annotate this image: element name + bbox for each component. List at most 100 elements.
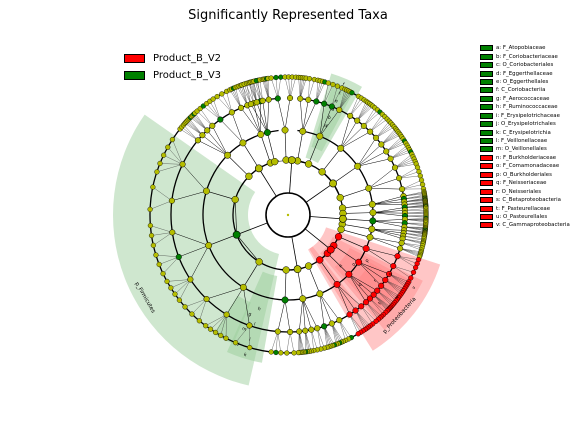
branch bbox=[209, 101, 221, 120]
branch bbox=[361, 306, 377, 322]
family-node bbox=[374, 287, 381, 294]
branch bbox=[403, 194, 425, 200]
family-node bbox=[383, 148, 390, 155]
branch bbox=[184, 298, 207, 308]
branch bbox=[385, 279, 404, 291]
family-node bbox=[352, 307, 359, 314]
family-node bbox=[358, 303, 365, 310]
branch bbox=[171, 190, 207, 201]
branch bbox=[386, 138, 404, 152]
branch bbox=[340, 187, 369, 198]
family-node bbox=[360, 122, 367, 129]
taxa-legend-item: b: F_Coriobacteriaceae bbox=[480, 52, 576, 60]
branch bbox=[260, 134, 271, 163]
branch bbox=[403, 230, 425, 235]
leaf-node bbox=[160, 271, 166, 277]
branch bbox=[400, 248, 420, 256]
branch bbox=[375, 126, 395, 139]
branch bbox=[342, 218, 373, 222]
leaf-node bbox=[157, 160, 163, 167]
leaf-node bbox=[247, 344, 253, 351]
branch bbox=[377, 290, 392, 306]
branch bbox=[394, 154, 413, 168]
branch bbox=[373, 294, 388, 311]
branch bbox=[339, 91, 351, 110]
branch bbox=[221, 93, 233, 113]
branch bbox=[302, 101, 317, 132]
taxa-legend: a: F_Atopobiaceae b: F_Coriobacteriaceae c… bbox=[480, 44, 576, 230]
branch bbox=[338, 236, 367, 249]
branch bbox=[323, 326, 331, 347]
clade-label: p bbox=[365, 258, 371, 263]
branch bbox=[340, 125, 365, 149]
taxa-legend-label: l: F_Veillonellaceae bbox=[496, 138, 548, 145]
taxa-legend-item: v: C_Gammaproteobacteria bbox=[480, 221, 576, 229]
branch bbox=[226, 91, 233, 113]
family-node bbox=[321, 323, 328, 330]
branch bbox=[355, 310, 371, 326]
branch bbox=[319, 293, 340, 321]
family-node bbox=[168, 197, 175, 204]
taxa-legend-swatch bbox=[480, 129, 493, 136]
leaf-node bbox=[168, 285, 174, 291]
branch bbox=[357, 158, 391, 167]
branch bbox=[371, 228, 404, 237]
branch bbox=[252, 81, 261, 102]
taxa-legend-item: s: C_Betaproteobacteria bbox=[480, 196, 576, 204]
branch bbox=[235, 325, 250, 343]
family-node bbox=[399, 186, 406, 193]
branch bbox=[226, 287, 244, 315]
branch bbox=[397, 256, 419, 260]
branch bbox=[336, 284, 356, 311]
taxa-legend-label: r: O_Neisseriales bbox=[496, 188, 542, 195]
branch bbox=[403, 232, 425, 238]
taxa-legend-item: k: C_Erysipelotrichia bbox=[480, 128, 576, 136]
branch bbox=[390, 151, 411, 159]
branch bbox=[188, 119, 203, 136]
taxa-legend-item: q: F_Neisseriaceae bbox=[480, 179, 576, 187]
leaf-node bbox=[164, 278, 170, 285]
branch bbox=[381, 285, 399, 298]
taxa-legend-label: c: O_Coriobacteriales bbox=[496, 62, 554, 69]
class-node bbox=[231, 195, 239, 204]
branch bbox=[319, 103, 325, 137]
branch bbox=[323, 326, 333, 346]
family-node bbox=[199, 132, 206, 139]
branch bbox=[289, 77, 296, 99]
branch bbox=[404, 219, 426, 223]
branch bbox=[248, 82, 257, 103]
branch bbox=[259, 79, 263, 101]
order-node bbox=[345, 270, 353, 278]
family-node bbox=[228, 109, 235, 116]
family-node bbox=[187, 276, 194, 283]
branch bbox=[263, 79, 269, 100]
branch bbox=[404, 211, 426, 214]
cladogram-nodes bbox=[147, 74, 429, 356]
branch bbox=[331, 87, 343, 107]
branch bbox=[397, 256, 418, 264]
leaf-node bbox=[268, 349, 274, 355]
branch bbox=[305, 330, 310, 352]
leaf-node bbox=[232, 340, 239, 346]
branch bbox=[336, 284, 350, 315]
branch bbox=[348, 274, 371, 299]
branch bbox=[316, 81, 323, 102]
family-node bbox=[378, 141, 385, 148]
phylum-node bbox=[232, 230, 241, 239]
branch bbox=[403, 235, 424, 240]
class-node bbox=[334, 233, 343, 241]
class-node bbox=[271, 157, 279, 166]
branch bbox=[200, 108, 213, 126]
branch bbox=[372, 212, 406, 217]
order-node bbox=[366, 233, 374, 241]
branch bbox=[368, 188, 403, 190]
branch bbox=[323, 326, 328, 348]
leaf-node bbox=[165, 144, 171, 150]
branch bbox=[323, 84, 334, 104]
taxa-legend-label: j: O_Erysipelotrichales bbox=[496, 121, 556, 128]
branch bbox=[299, 331, 302, 353]
branch bbox=[236, 234, 260, 263]
branch bbox=[271, 331, 278, 353]
branch bbox=[291, 236, 298, 270]
branch bbox=[308, 78, 310, 100]
